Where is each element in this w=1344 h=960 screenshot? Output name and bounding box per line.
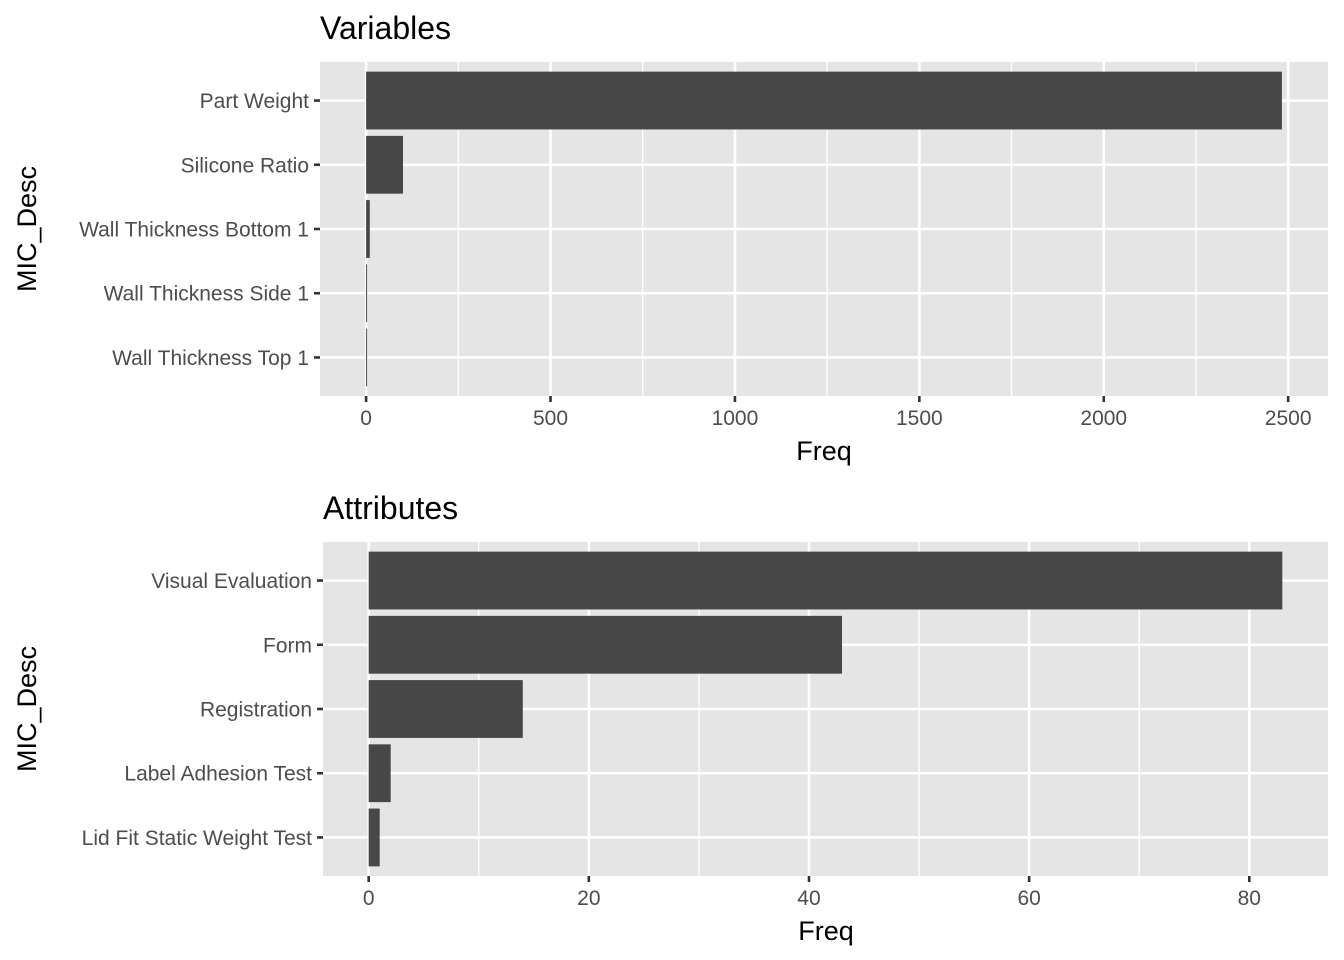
bar (368, 680, 523, 738)
bars (368, 551, 1283, 867)
x-tick-label: 0 (360, 407, 372, 430)
y-tick-label: Wall Thickness Top 1 (112, 347, 309, 370)
x-tick-label: 80 (1238, 887, 1261, 910)
x-tick-label: 0 (363, 887, 375, 910)
x-tick-label: 60 (1017, 887, 1040, 910)
bar (368, 615, 843, 674)
y-tick-label: Label Adhesion Test (124, 763, 312, 786)
bar (368, 551, 1283, 610)
x-tick-label: 2000 (1080, 407, 1127, 430)
y-tick-label: Registration (200, 699, 312, 722)
y-tick-label: Visual Evaluation (151, 570, 312, 593)
x-tick-label: 2500 (1265, 407, 1312, 430)
y-tick-label: Part Weight (200, 90, 309, 113)
y-tick-label: Wall Thickness Bottom 1 (79, 219, 309, 242)
chart-title: Attributes (323, 490, 458, 526)
bar (368, 808, 380, 867)
y-axis-title: MIC_Desc (12, 646, 42, 772)
y-axis-title: MIC_Desc (12, 166, 42, 292)
x-axis-title: Freq (798, 916, 854, 946)
bar (368, 744, 391, 803)
bar (366, 71, 1282, 130)
chart-title: Variables (320, 10, 451, 46)
bars (366, 71, 1282, 387)
y-tick-label: Wall Thickness Side 1 (104, 283, 309, 306)
y-tick-label: Form (263, 634, 312, 657)
x-tick-label: 500 (533, 407, 568, 430)
bar (366, 135, 403, 194)
chart-variables: Variables Part Weight Silicone Ratio Wall … (12, 10, 1328, 466)
y-axis: Part Weight Silicone Ratio Wall Thickness … (79, 90, 320, 370)
x-axis: 0 20 40 60 80 (363, 876, 1261, 910)
y-axis: Visual Evaluation Form Registration Label A… (82, 570, 323, 850)
x-axis-title: Freq (796, 436, 852, 466)
chart-attributes: Attributes Visual Evaluation Form Registra… (12, 490, 1328, 946)
y-tick-label: Silicone Ratio (181, 154, 309, 177)
x-tick-label: 1500 (896, 407, 943, 430)
y-tick-label: Lid Fit Static Weight Test (82, 827, 312, 850)
x-axis: 0 500 1000 1500 2000 2500 (360, 396, 1312, 430)
bar (366, 200, 370, 258)
bar (366, 328, 368, 387)
x-tick-label: 20 (577, 887, 600, 910)
x-tick-label: 40 (797, 887, 820, 910)
bar (366, 264, 368, 323)
x-tick-label: 1000 (712, 407, 759, 430)
